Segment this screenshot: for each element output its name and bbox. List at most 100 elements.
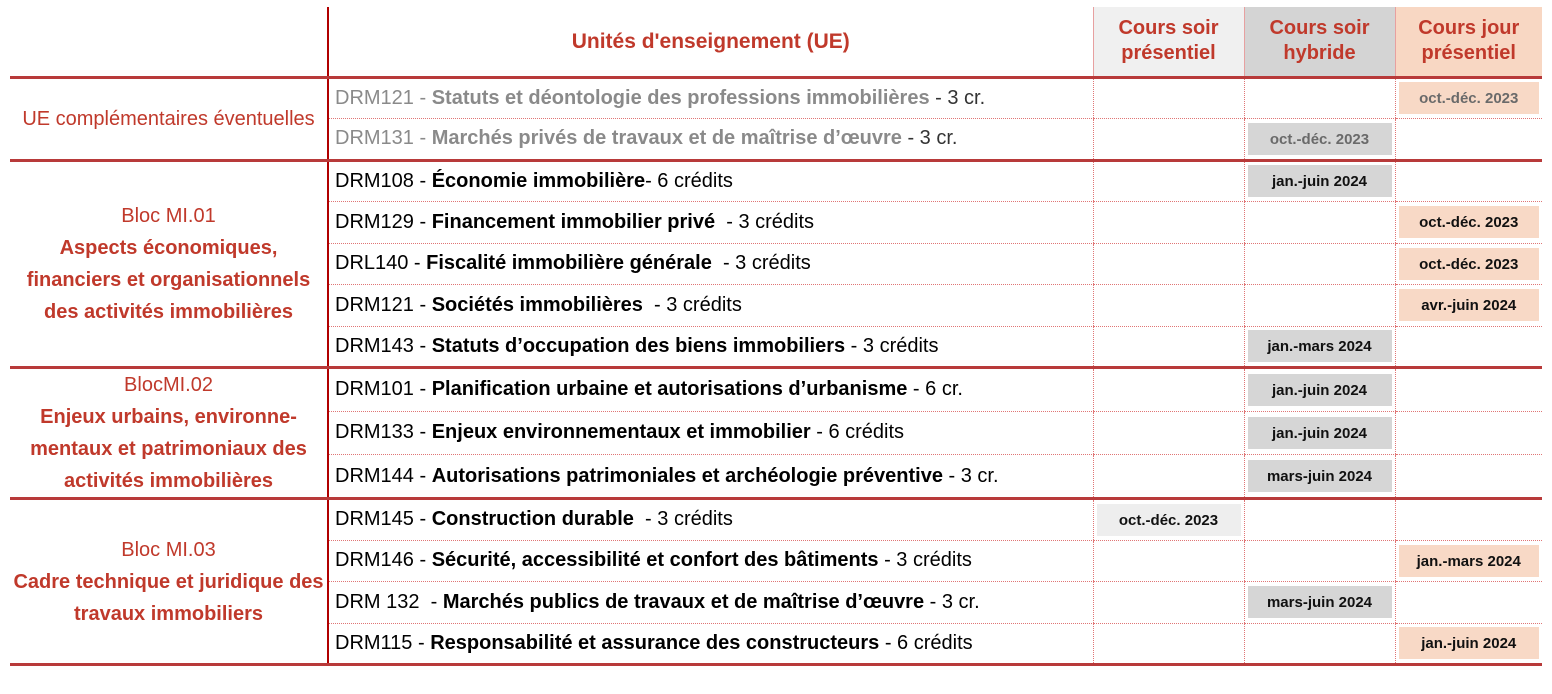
evening-presentiel-cell — [1092, 326, 1244, 369]
evening-hybride-cell: jan.-juin 2024 — [1243, 160, 1395, 202]
evening-presentiel-cell — [1092, 454, 1244, 500]
bloc-subtitle: Cadre technique et juridique des travaux… — [13, 570, 324, 625]
session-date: mars-juin 2024 — [1247, 586, 1392, 619]
session-date: jan.-mars 2024 — [1398, 544, 1539, 577]
ue-cell: DRM121 - Sociétés immobilières - 3 crédi… — [327, 284, 1093, 327]
session-date: jan.-juin 2024 — [1247, 373, 1392, 406]
ue-code: DRM108 - — [335, 169, 432, 192]
day-presentiel-cell — [1394, 411, 1542, 456]
ue-credits: - 3 cr. — [901, 127, 958, 150]
session-date: oct.-déc. 2023 — [1398, 247, 1539, 280]
day-presentiel-cell — [1394, 454, 1542, 500]
evening-hybride-cell: mars-juin 2024 — [1243, 454, 1395, 500]
evening-presentiel-cell — [1092, 77, 1244, 119]
evening-presentiel-header-line2: présentiel — [1121, 42, 1216, 65]
session-date: jan.-juin 2024 — [1247, 165, 1392, 198]
ue-credits: - 3 crédits — [642, 293, 742, 316]
ue-code: DRM131 - — [335, 127, 432, 150]
evening-hybride-cell: jan.-mars 2024 — [1243, 326, 1395, 369]
session-date: jan.-mars 2024 — [1247, 330, 1392, 363]
evening-hybride-header: Cours soir hybride — [1243, 7, 1395, 77]
evening-hybride-cell: jan.-juin 2024 — [1243, 411, 1395, 456]
day-presentiel-cell — [1394, 160, 1542, 202]
ue-credits: - 3 crédits — [715, 210, 815, 233]
ue-cell: DRM131 - Marchés privés de travaux et de… — [327, 118, 1093, 162]
day-presentiel-cell — [1394, 581, 1542, 624]
evening-hybride-cell — [1243, 498, 1395, 541]
ue-cell: DRM145 - Construction durable - 3 crédit… — [327, 498, 1093, 541]
ue-credits: - 6 crédits — [810, 421, 905, 444]
day-presentiel-header-line1: Cours jour — [1418, 17, 1520, 40]
bloc-label: BlocMI.02 Enjeux urbains, environne-menta… — [10, 367, 328, 499]
day-presentiel-cell — [1394, 326, 1542, 369]
bloc-title: Bloc MI.03 — [121, 538, 216, 561]
ue-code: DRM129 - — [335, 210, 432, 233]
ue-credits: - 3 crédits — [711, 252, 811, 275]
day-presentiel-cell: oct.-déc. 2023 — [1394, 77, 1542, 119]
ue-name: Marchés publics de travaux et de maîtris… — [442, 590, 925, 613]
evening-presentiel-header-line1: Cours soir — [1118, 17, 1219, 40]
table-row: DRM144 - Autorisations patrimoniales et … — [10, 454, 1542, 500]
table-row: DRM121 - Sociétés immobilières - 3 crédi… — [10, 284, 1542, 327]
evening-presentiel-cell — [1092, 160, 1244, 202]
ue-code: DRM144 - — [335, 464, 432, 487]
bloc-title: Bloc MI.01 — [121, 204, 216, 227]
ue-cell: DRM143 - Statuts d’occupation des biens … — [327, 326, 1093, 369]
ue-name: Statuts et déontologie des professions i… — [431, 86, 930, 109]
evening-hybride-cell — [1243, 540, 1395, 582]
ue-code: DRM 132 - — [335, 590, 443, 613]
evening-hybride-cell: mars-juin 2024 — [1243, 581, 1395, 624]
day-presentiel-cell — [1394, 498, 1542, 541]
day-presentiel-header: Cours jour présentiel — [1394, 7, 1542, 77]
course-schedule-table: Unités d'enseignement (UE) Cours soir pr… — [10, 7, 1542, 666]
table-row: DRM131 - Marchés privés de travaux et de… — [10, 118, 1542, 162]
ue-name: Sécurité, accessibilité et confort des b… — [431, 549, 879, 572]
bloc-title: BlocMI.02 — [124, 374, 213, 396]
evening-hybride-cell — [1243, 77, 1395, 119]
evening-hybride-header-line1: Cours soir — [1269, 17, 1370, 40]
evening-hybride-cell — [1243, 243, 1395, 285]
ue-cell: DRM101 - Planification urbaine et autori… — [327, 367, 1093, 412]
session-date: jan.-juin 2024 — [1247, 416, 1392, 449]
ue-credits: - 3 crédits — [633, 508, 733, 531]
ue-name: Construction durable — [431, 508, 634, 531]
evening-presentiel-cell — [1092, 118, 1244, 162]
ue-code: DRM101 - — [335, 378, 432, 401]
table-row: DRM 132 - Marchés publics de travaux et … — [10, 581, 1542, 624]
ue-cell: DRM146 - Sécurité, accessibilité et conf… — [327, 540, 1093, 582]
evening-presentiel-cell — [1092, 243, 1244, 285]
ue-credits: - 3 crédits — [878, 549, 972, 572]
evening-presentiel-cell — [1092, 201, 1244, 244]
ue-code: DRM121 - — [335, 293, 432, 316]
evening-presentiel-cell — [1092, 411, 1244, 456]
bloc-header — [10, 7, 328, 77]
ue-credits: - 3 cr. — [924, 590, 980, 613]
ue-cell: DRM133 - Enjeux environnementaux et immo… — [327, 411, 1093, 456]
ue-cell: DRM129 - Financement immobilier privé - … — [327, 201, 1093, 244]
bloc-subtitle: Aspects économiques, financiers et organ… — [26, 236, 311, 323]
ue-name: Autorisations patrimoniales et archéolog… — [431, 464, 943, 487]
ue-credits: - 6 cr. — [907, 378, 963, 401]
table-row: Bloc MI.03 Cadre technique et juridique d… — [10, 498, 1542, 665]
table-row: DRM143 - Statuts d’occupation des biens … — [10, 326, 1542, 369]
header-row: Unités d'enseignement (UE) Cours soir pr… — [10, 7, 1542, 77]
ue-name: Statuts d’occupation des biens immobilie… — [431, 334, 846, 357]
day-presentiel-cell: jan.-mars 2024 — [1394, 540, 1542, 582]
session-date: jan.-juin 2024 — [1398, 627, 1539, 660]
ue-name: Fiscalité immobilière générale — [426, 252, 712, 275]
ue-code: DRM143 - — [335, 334, 432, 357]
ue-credits: - 6 crédits — [879, 631, 973, 654]
evening-hybride-cell: oct.-déc. 2023 — [1243, 118, 1395, 162]
ue-name: Enjeux environnementaux et immobilier — [431, 421, 811, 444]
ue-name: Marchés privés de travaux et de maîtrise… — [431, 127, 902, 150]
day-presentiel-header-line2: présentiel — [1421, 42, 1516, 65]
schedule-body: UE complémentaires éventuelles DRM121 - S… — [10, 77, 1542, 666]
table-row: DRM129 - Financement immobilier privé - … — [10, 201, 1542, 244]
day-presentiel-cell — [1394, 367, 1542, 412]
day-presentiel-cell: oct.-déc. 2023 — [1394, 201, 1542, 244]
bloc-title: UE complémentaires éventuelles — [22, 107, 315, 130]
ue-code: DRM133 - — [335, 421, 432, 444]
day-presentiel-cell: avr.-juin 2024 — [1394, 284, 1542, 327]
bloc-label: Bloc MI.03 Cadre technique et juridique d… — [10, 498, 328, 665]
table-row: DRM146 - Sécurité, accessibilité et conf… — [10, 540, 1542, 582]
